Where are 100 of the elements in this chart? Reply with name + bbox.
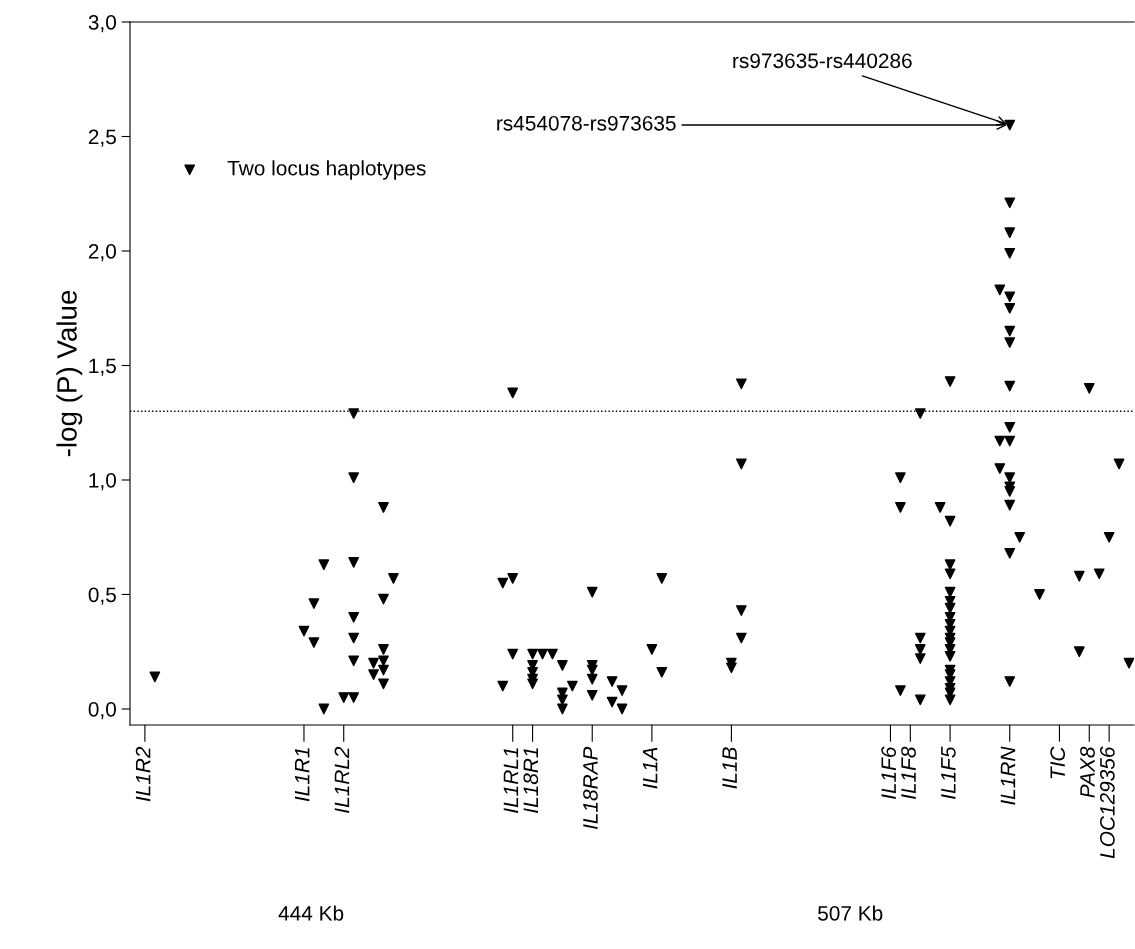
point <box>735 378 747 390</box>
point <box>527 678 538 690</box>
x-tick-label: IL1RN <box>1000 746 1016 805</box>
point <box>308 637 320 648</box>
point <box>606 676 618 687</box>
point <box>1034 589 1045 600</box>
point <box>567 680 578 692</box>
point <box>368 669 379 680</box>
point <box>378 644 389 655</box>
point <box>1004 227 1016 239</box>
point <box>527 648 538 660</box>
point <box>348 612 360 623</box>
point <box>914 653 926 664</box>
point <box>944 650 956 662</box>
point <box>318 703 330 715</box>
point <box>557 703 568 715</box>
text: 507 Kb <box>818 905 883 921</box>
y-tick-label: 0,0 <box>88 701 116 720</box>
point <box>507 387 519 399</box>
y-tick-label: 2,0 <box>88 243 116 262</box>
point <box>1123 657 1134 669</box>
point <box>368 657 379 669</box>
point <box>348 472 360 484</box>
point <box>348 632 360 644</box>
x-tick-label: IL1R2 <box>135 746 151 802</box>
y-tick-label: 2,5 <box>88 129 116 147</box>
point <box>1113 458 1125 470</box>
y-tick-label: 1,5 <box>89 358 116 376</box>
point <box>735 458 747 470</box>
y-tick-label: 3,0 <box>88 15 116 33</box>
point <box>348 557 360 568</box>
point <box>1004 337 1016 348</box>
point <box>507 648 519 660</box>
point <box>497 577 509 589</box>
point <box>557 660 568 671</box>
point <box>994 463 1006 474</box>
y-tick-label: 1,0 <box>89 472 116 491</box>
x-tick-label: IL1F6 <box>881 746 897 799</box>
point <box>378 502 389 513</box>
point <box>1004 119 1016 131</box>
point <box>298 625 310 637</box>
point <box>388 573 399 584</box>
point <box>1004 421 1016 433</box>
x-tick-label: IL1F5 <box>941 746 956 799</box>
point <box>656 573 668 584</box>
point <box>1004 499 1016 511</box>
x-tick-label: IL1F8 <box>901 746 916 799</box>
point <box>318 559 330 571</box>
point <box>1014 531 1026 543</box>
point <box>378 678 389 690</box>
point <box>1004 676 1016 687</box>
text: 444 Kb <box>278 905 344 921</box>
x-tick-label: TIC <box>1050 746 1066 779</box>
y-axis-title: -log (P) Value <box>56 290 83 457</box>
point <box>1004 302 1016 314</box>
point <box>914 632 926 644</box>
point <box>735 632 747 644</box>
point <box>586 689 598 701</box>
point <box>1004 435 1016 447</box>
point <box>308 598 320 609</box>
point <box>944 694 956 706</box>
point <box>944 515 956 527</box>
point <box>507 573 519 584</box>
point <box>378 593 389 605</box>
point <box>338 692 350 703</box>
point <box>914 644 926 655</box>
point <box>1103 531 1115 543</box>
point <box>586 586 598 598</box>
point <box>149 671 161 683</box>
point <box>656 666 668 678</box>
point <box>616 685 628 697</box>
x-tick-label: IL1R1 <box>295 748 310 802</box>
point <box>944 376 956 387</box>
annotation: rs973635-rs440286 <box>733 53 912 69</box>
point <box>606 696 618 708</box>
point <box>348 692 360 703</box>
x-tick-label: LOC129356 <box>1099 746 1115 859</box>
point <box>1004 247 1016 259</box>
x-tick-label: IL1RL1 <box>503 748 519 813</box>
point <box>914 408 926 419</box>
annotation: rs454078-rs973635 <box>497 115 676 131</box>
x-tick-label: IL1RL2 <box>334 746 350 813</box>
point <box>1073 646 1085 658</box>
point <box>914 694 926 706</box>
point <box>1004 291 1016 303</box>
y-tick-label: 0,5 <box>88 587 116 605</box>
x-tick-label: PAX8 <box>1080 746 1095 798</box>
point <box>547 648 558 660</box>
point <box>537 648 548 660</box>
point <box>895 502 906 513</box>
point <box>497 680 509 692</box>
point <box>735 605 747 616</box>
point <box>348 408 360 419</box>
point <box>895 472 906 484</box>
point <box>1004 486 1016 497</box>
point <box>1093 568 1105 580</box>
point <box>378 664 389 676</box>
point <box>1004 197 1016 209</box>
point <box>994 284 1006 296</box>
x-tick-label: IL18R1 <box>523 748 539 813</box>
